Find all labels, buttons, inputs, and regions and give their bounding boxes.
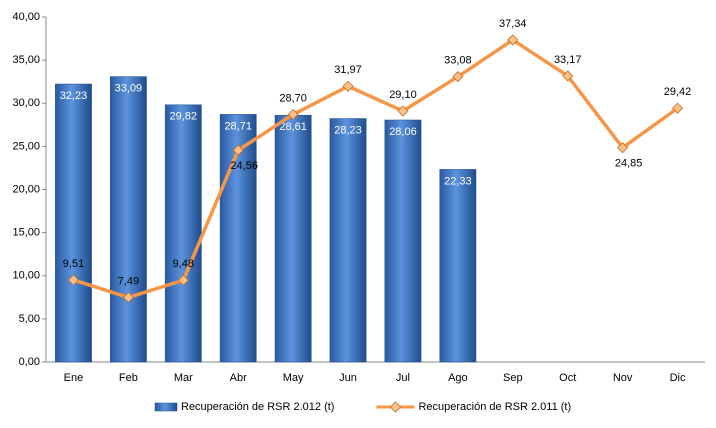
- line-value-label: 33,08: [444, 55, 472, 67]
- line-marker: [562, 70, 574, 82]
- line-value-label: 28,70: [279, 92, 307, 104]
- legend-label: Recuperación de RSR 2.012 (t): [181, 401, 334, 413]
- x-tick-label: Ene: [64, 372, 84, 384]
- line-value-label: 29,42: [664, 86, 692, 98]
- bar-value-label: 28,71: [224, 120, 252, 132]
- line-marker: [507, 34, 519, 46]
- x-tick-label: Feb: [119, 372, 138, 384]
- bar-value-label: 22,33: [444, 175, 472, 187]
- line-marker: [122, 291, 134, 303]
- x-tick-label: Oct: [559, 372, 576, 384]
- y-tick-label: 25,00: [12, 140, 40, 152]
- bar: [329, 118, 367, 363]
- bar-value-label: 29,82: [170, 111, 198, 123]
- line-value-label: 37,34: [499, 18, 527, 30]
- line-marker: [617, 142, 629, 154]
- bar-value-label: 32,23: [60, 90, 88, 102]
- y-tick-label: 35,00: [12, 54, 40, 66]
- x-tick-label: Jul: [396, 372, 410, 384]
- y-tick-label: 20,00: [12, 183, 40, 195]
- bar: [164, 104, 202, 363]
- bar-value-label: 33,09: [115, 83, 143, 95]
- x-tick-label: Abr: [230, 372, 247, 384]
- x-tick-label: May: [283, 372, 304, 384]
- y-tick-label: 5,00: [19, 313, 40, 325]
- line-value-label: 29,10: [389, 89, 417, 101]
- line-value-label: 33,17: [554, 54, 582, 66]
- x-tick-label: Nov: [613, 372, 633, 384]
- line-marker: [177, 274, 189, 286]
- legend-label: Recuperación de RSR 2.011 (t): [418, 401, 571, 413]
- line-marker: [397, 105, 409, 117]
- x-tick-label: Sep: [503, 372, 523, 384]
- line-marker: [452, 71, 464, 83]
- x-tick-label: Jun: [339, 372, 357, 384]
- line-value-label: 31,97: [334, 64, 362, 76]
- line-marker: [287, 108, 299, 121]
- bar: [384, 119, 422, 363]
- line-value-label: 9,51: [63, 258, 84, 270]
- line: [72, 38, 679, 300]
- bar: [110, 76, 147, 363]
- bar-value-label: 28,23: [334, 124, 362, 136]
- x-tick-label: Mar: [174, 372, 193, 384]
- y-tick-label: 30,00: [12, 97, 40, 109]
- line-marker: [671, 102, 684, 114]
- y-tick-label: 10,00: [12, 270, 40, 282]
- bar-value-label: 28,06: [389, 126, 417, 138]
- y-tick-label: 40,00: [12, 11, 40, 23]
- line-value-label: 9,48: [173, 258, 194, 270]
- x-tick-label: Dic: [670, 372, 686, 384]
- bar-value-label: 28,61: [279, 121, 307, 133]
- line-value-label: 24,56: [230, 160, 258, 172]
- y-tick-label: 0,00: [19, 356, 40, 368]
- line-value-label: 24,85: [615, 158, 643, 170]
- bar: [55, 83, 92, 363]
- line-marker: [232, 144, 244, 156]
- line-marker: [67, 274, 80, 286]
- legend-marker: [389, 401, 402, 413]
- legend-swatch: [154, 402, 178, 412]
- y-tick-label: 15,00: [12, 227, 40, 239]
- line-value-label: 7,49: [118, 275, 139, 287]
- x-tick-label: Ago: [448, 372, 468, 384]
- bar: [439, 169, 477, 363]
- bar: [274, 114, 312, 363]
- line-marker: [342, 80, 354, 92]
